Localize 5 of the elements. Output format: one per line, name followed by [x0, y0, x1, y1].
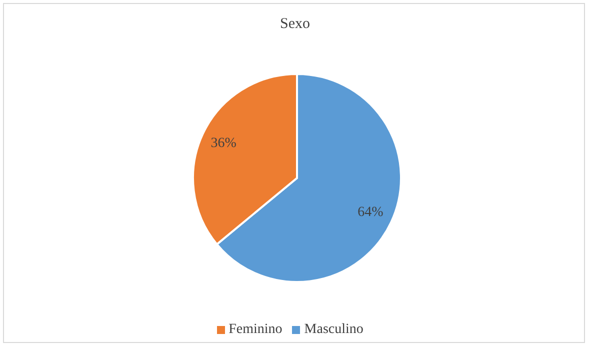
data-label: 36%: [210, 136, 237, 151]
chart-title: Sexo: [279, 16, 311, 33]
legend-label: Feminino: [228, 322, 282, 337]
data-label: 64%: [358, 205, 384, 220]
legend-label: Masculino: [304, 322, 364, 337]
